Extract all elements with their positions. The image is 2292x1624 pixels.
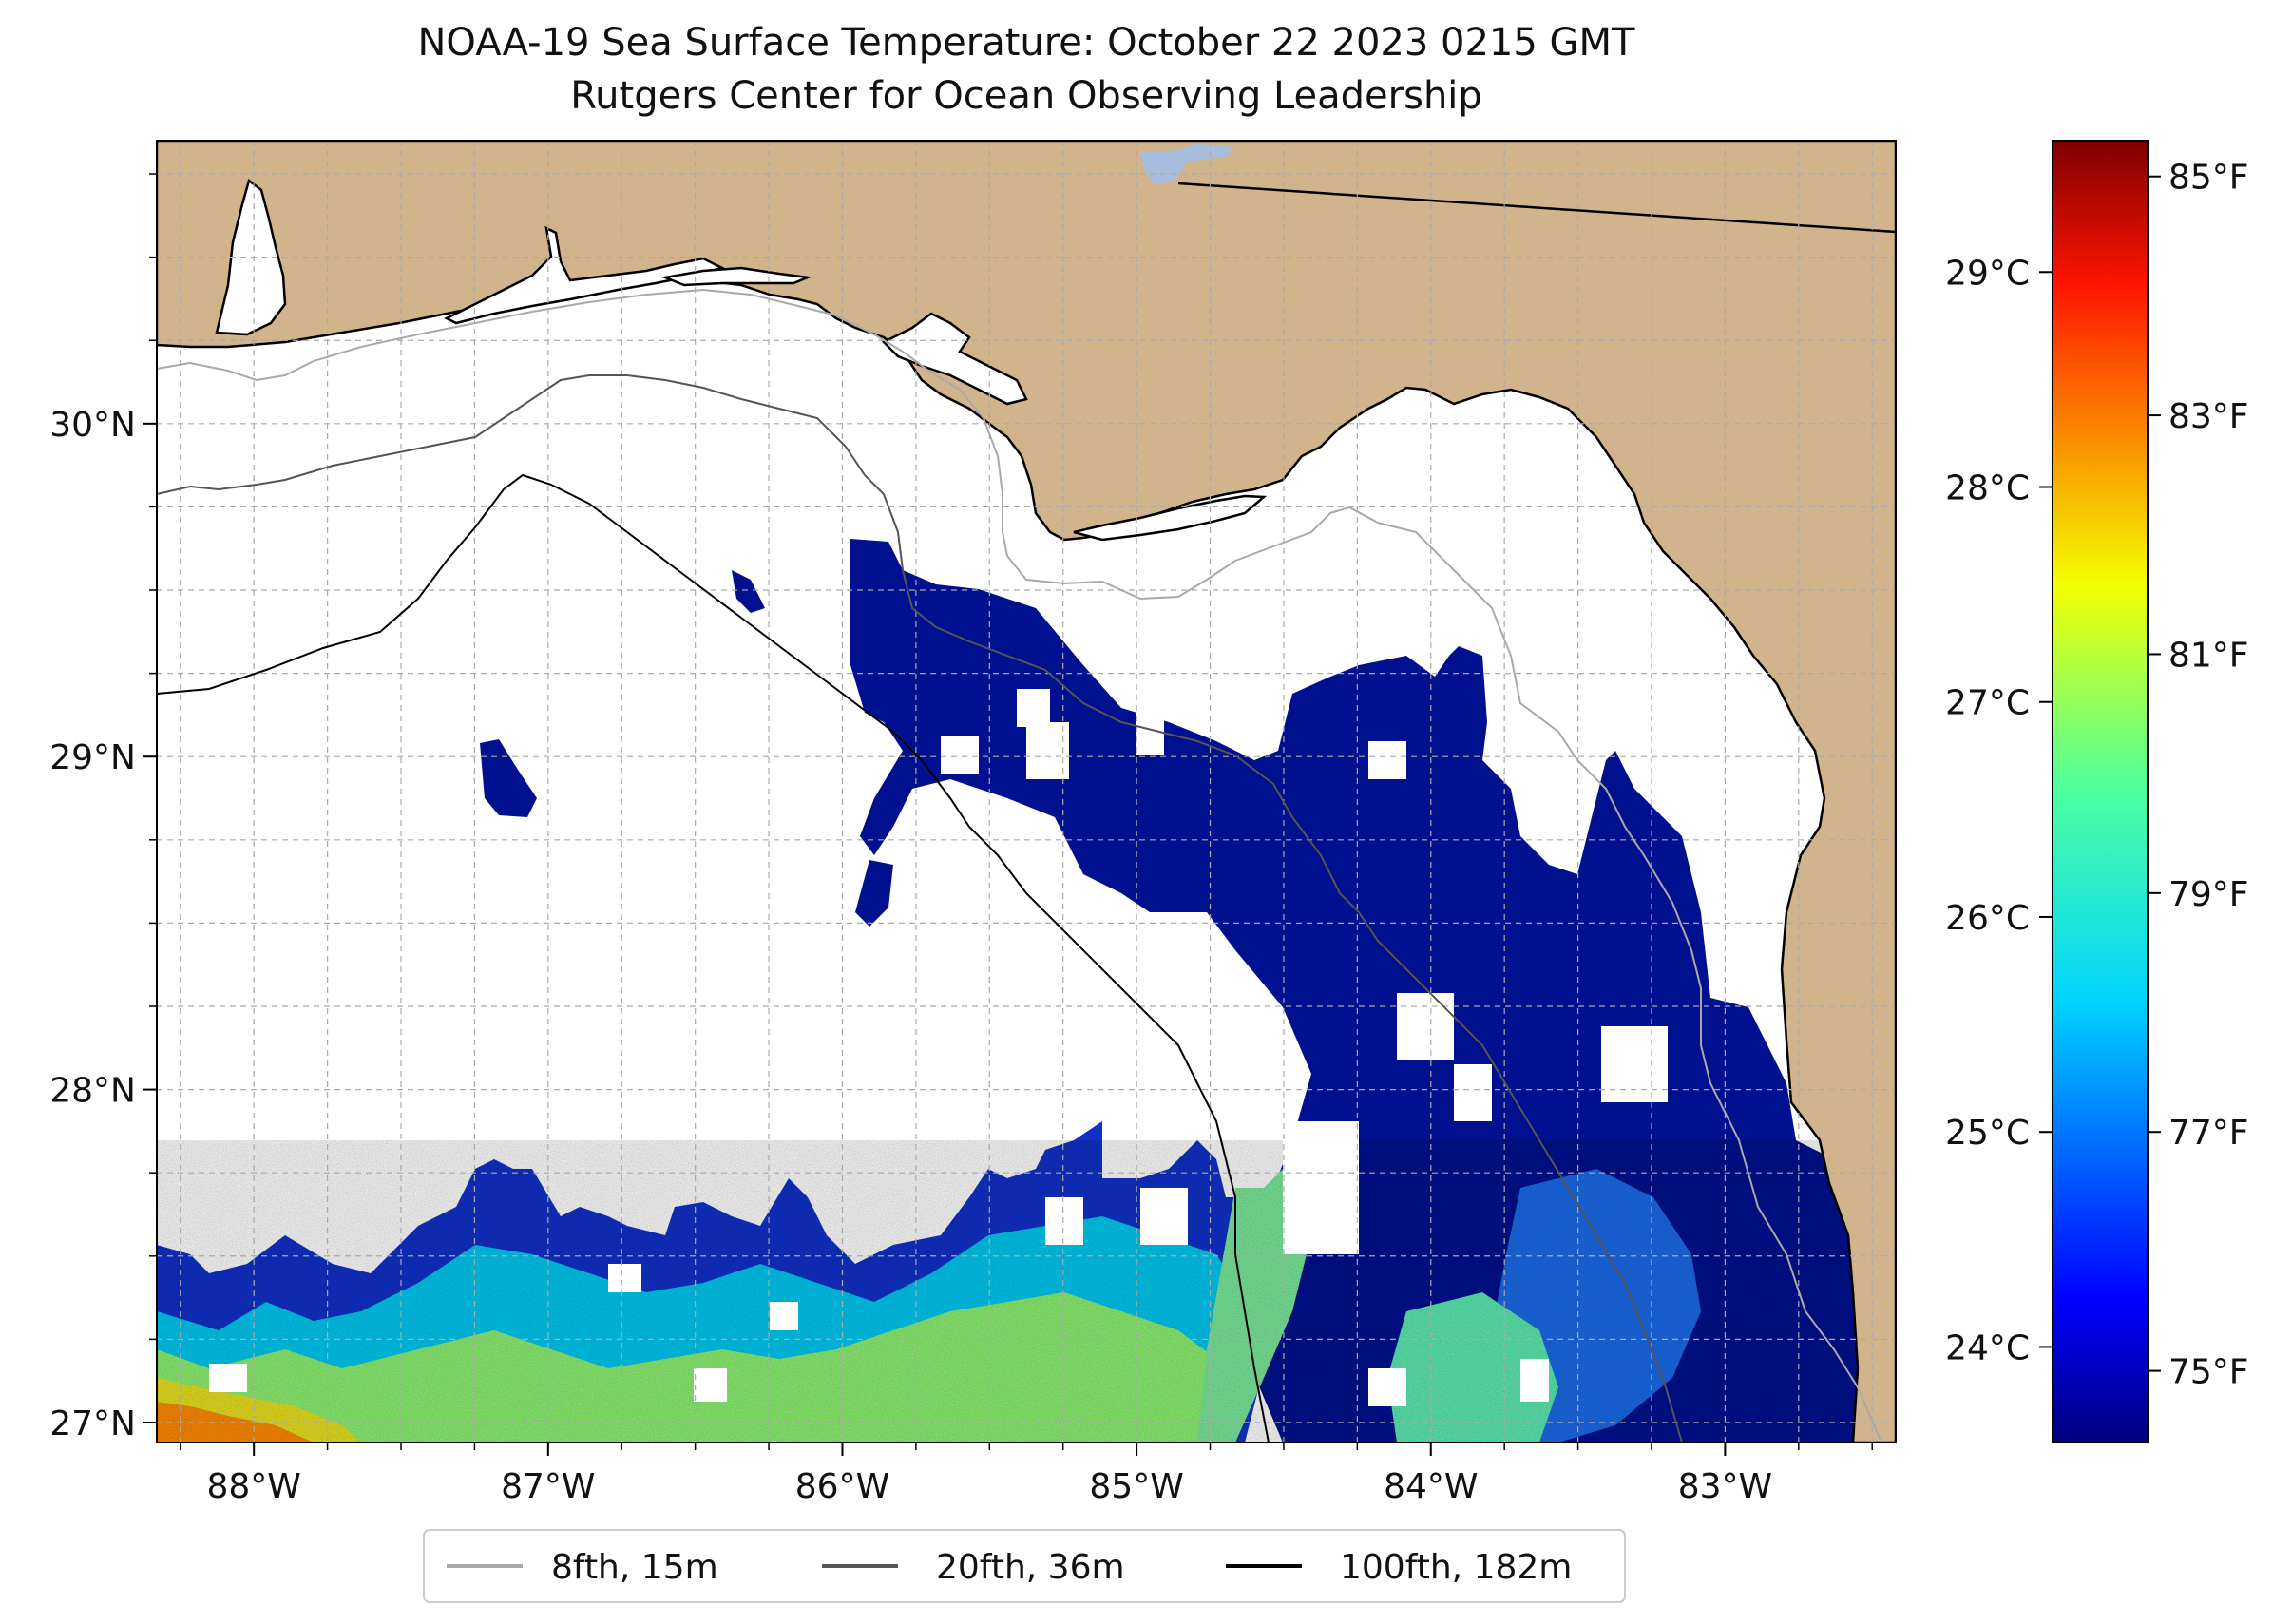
map-frame: [156, 140, 1897, 1443]
x-axis: 88°W 87°W 86°W 85°W 84°W 83°W: [180, 1442, 1873, 1506]
figure-subtitle: Rutgers Center for Ocean Observing Leade…: [570, 74, 1482, 118]
legend: 8fth, 15m 20fth, 36m 100fth, 182m: [423, 1529, 1626, 1603]
fahrenheit-tick-label: 83°F: [2168, 397, 2249, 436]
pensacola-bay-water: [444, 225, 726, 325]
sst-texture: [157, 1140, 1896, 1442]
celsius-tick-label: 27°C: [1945, 684, 2030, 723]
x-tick-label: 86°W: [795, 1467, 889, 1506]
fahrenheit-tick-label: 79°F: [2168, 875, 2249, 914]
x-tick-label: 83°W: [1678, 1467, 1772, 1506]
gridlines: [157, 141, 1896, 1442]
fahrenheit-tick-label: 77°F: [2168, 1114, 2249, 1153]
state-boundary-line: [1177, 182, 1896, 234]
fahrenheit-tick-label: 85°F: [2168, 159, 2249, 198]
celsius-tick-label: 29°C: [1945, 254, 2030, 293]
fahrenheit-tick-label: 81°F: [2168, 636, 2249, 675]
x-tick-label: 85°W: [1089, 1467, 1183, 1506]
colorbar-celsius-axis: 24°C 25°C 26°C 27°C 28°C 29°C: [1945, 254, 2053, 1367]
celsius-tick-label: 25°C: [1945, 1114, 2030, 1153]
celsius-tick-label: 24°C: [1945, 1328, 2030, 1367]
sst-field: [157, 539, 1896, 1442]
choctawhatchee-bay-water: [660, 266, 812, 287]
y-tick-label: 29°N: [49, 738, 136, 777]
land: [157, 141, 1896, 1442]
celsius-tick-label: 26°C: [1945, 899, 2030, 938]
sst-cold-patch-small-1: [480, 739, 537, 817]
contour-8fth-15m: [157, 288, 1882, 1442]
y-axis: 27°N 28°N 29°N 30°N: [49, 173, 157, 1443]
y-tick-label: 30°N: [49, 406, 136, 445]
bathymetry-contours: [157, 288, 1882, 1442]
lake-feature: [1140, 144, 1235, 185]
contour-20fth-36m: [157, 374, 1683, 1442]
x-tick-label: 87°W: [501, 1467, 595, 1506]
st-andrew-bay-water: [881, 312, 1028, 406]
legend-label-1: 8fth, 15m: [551, 1548, 718, 1587]
fahrenheit-tick-label: 75°F: [2168, 1353, 2249, 1392]
legend-label-3: 100fth, 182m: [1340, 1548, 1572, 1587]
colorbar-fahrenheit-axis: 75°F 77°F 79°F 81°F 83°F 85°F: [2148, 159, 2249, 1392]
cloud-gaps: [209, 689, 1668, 1406]
x-tick-label: 84°W: [1384, 1467, 1478, 1506]
y-tick-label: 28°N: [49, 1072, 136, 1111]
legend-box: [423, 1529, 1626, 1603]
contour-100fth-182m: [157, 473, 1270, 1442]
y-tick-label: 27°N: [49, 1404, 136, 1443]
sst-cold-patch-small-3: [732, 570, 765, 613]
legend-label-2: 20fth, 36m: [936, 1548, 1125, 1587]
land-mainland-north: [157, 141, 1896, 1442]
x-tick-label: 88°W: [206, 1467, 300, 1506]
celsius-tick-label: 28°C: [1945, 468, 2030, 507]
map-panel: [157, 141, 1896, 1442]
sst-cold-patch-small-2: [855, 860, 893, 927]
figure-title: NOAA-19 Sea Surface Temperature: October…: [417, 21, 1635, 65]
colorbar-gradient: [2052, 140, 2149, 1443]
colorbar: 24°C 25°C 26°C 27°C 28°C 29°C 75°F 77°F 79°F 81°…: [1945, 140, 2249, 1443]
